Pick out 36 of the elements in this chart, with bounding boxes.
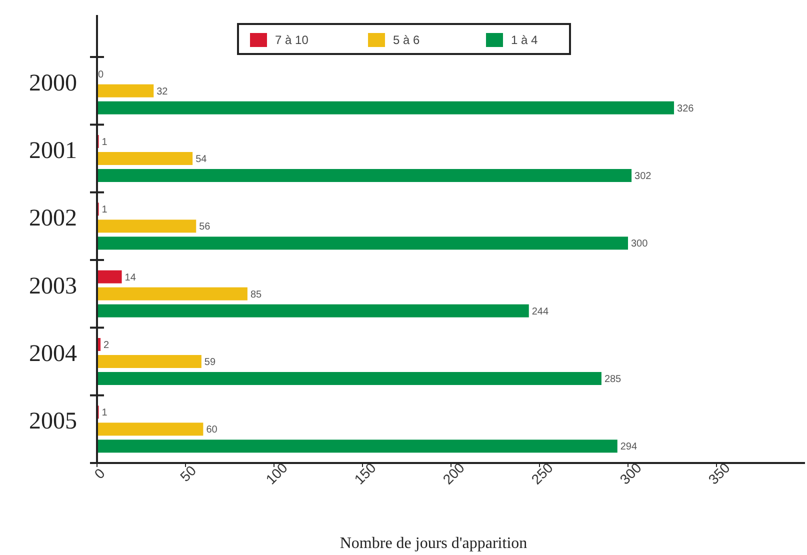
x-tick-label: 0 <box>91 464 108 482</box>
data-label: 300 <box>631 238 648 250</box>
y-tick-label: 2002 <box>29 206 77 232</box>
x-tick-label: 150 <box>351 459 380 488</box>
data-label: 285 <box>604 374 622 385</box>
data-label: 32 <box>156 86 168 98</box>
y-tick-label: 2005 <box>29 408 77 435</box>
x-axis-title: Nombre de jours d'apparition <box>340 535 528 552</box>
y-tick-label: 2000 <box>29 70 77 96</box>
legend-label: 7 à 10 <box>275 33 309 47</box>
data-label: 302 <box>634 171 652 182</box>
legend-label: 5 à 6 <box>393 33 420 47</box>
data-label: 1 <box>102 137 108 148</box>
data-label: 326 <box>677 103 694 114</box>
x-tick-label: 250 <box>528 459 556 488</box>
x-tick-label: 100 <box>262 459 291 488</box>
data-label: 56 <box>199 222 211 233</box>
x-tick-label: 50 <box>176 462 200 485</box>
x-tick-label: 350 <box>705 459 734 488</box>
y-tick-label: 2001 <box>29 138 77 164</box>
data-label: 1 <box>102 204 108 216</box>
y-tick-label: 2003 <box>29 273 77 300</box>
data-label: 14 <box>124 272 136 284</box>
data-label: 294 <box>620 442 638 453</box>
data-label: 60 <box>206 424 218 436</box>
x-tick-label: 200 <box>440 459 468 488</box>
data-label: 85 <box>250 289 262 300</box>
y-tick-label: 2004 <box>29 341 77 368</box>
data-label: 0 <box>98 69 104 80</box>
data-label: 59 <box>204 357 216 368</box>
data-label: 2 <box>104 340 110 351</box>
data-label: 54 <box>196 154 208 165</box>
data-label: 244 <box>532 306 550 318</box>
legend-label: 1 à 4 <box>511 33 538 47</box>
data-label: 1 <box>102 408 108 419</box>
x-tick-label: 300 <box>616 459 645 488</box>
